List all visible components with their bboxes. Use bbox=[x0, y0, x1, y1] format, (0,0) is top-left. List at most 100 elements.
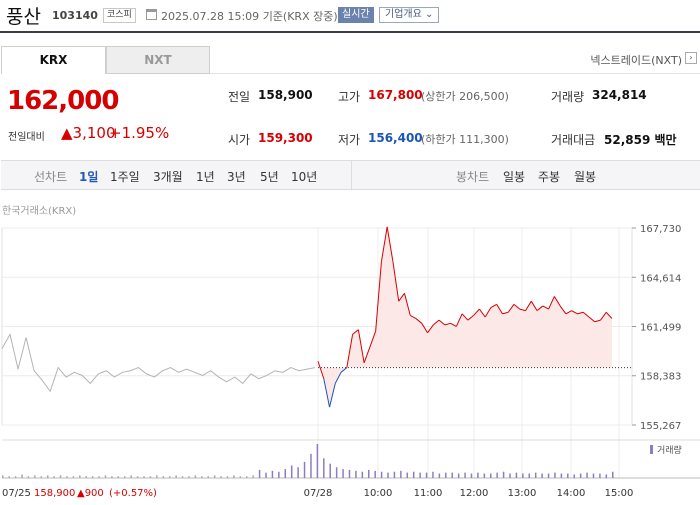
high-label: 고가 bbox=[338, 90, 361, 104]
period-1d[interactable]: 1일 bbox=[79, 170, 99, 184]
volume-bar bbox=[124, 476, 126, 478]
company-info-dropdown[interactable]: 기업개요 ⌄ bbox=[379, 7, 440, 23]
volume-bar bbox=[149, 476, 152, 478]
volume-legend-icon bbox=[650, 445, 653, 454]
candle-daily[interactable]: 일봉 bbox=[503, 170, 526, 184]
volume-bar bbox=[567, 473, 569, 478]
price-segment bbox=[352, 329, 359, 335]
realtime-badge[interactable]: 실시간 bbox=[338, 7, 374, 23]
price-segment bbox=[421, 323, 428, 334]
company-info-label: 기업개요 bbox=[385, 9, 422, 20]
quote-basis: 기준(KRX 장중) bbox=[262, 10, 338, 23]
volume-bar bbox=[194, 475, 197, 478]
price-segment bbox=[513, 303, 521, 310]
amount-value: 52,859 백만 bbox=[604, 133, 677, 147]
price-segment bbox=[502, 311, 509, 315]
volume-bar bbox=[156, 475, 158, 478]
volume-bar bbox=[252, 475, 254, 478]
volume-bar bbox=[246, 476, 248, 478]
x-tick-label: 07/28 bbox=[304, 488, 333, 499]
period-3y[interactable]: 3년 bbox=[227, 170, 246, 184]
volume-bar bbox=[380, 471, 383, 478]
volume-bar bbox=[445, 472, 447, 478]
price-segment bbox=[455, 313, 463, 327]
volume-bar bbox=[239, 476, 242, 478]
volume-bar bbox=[297, 467, 299, 478]
volume-bar bbox=[335, 467, 338, 478]
price-segment bbox=[519, 308, 526, 312]
volume-bar bbox=[412, 471, 415, 478]
volume-bar bbox=[605, 474, 608, 478]
volume-bar bbox=[162, 476, 165, 478]
period-3m[interactable]: 3개월 bbox=[153, 170, 183, 184]
price-segment bbox=[450, 322, 457, 327]
exchange-label: 한국거래소(KRX) bbox=[2, 206, 77, 217]
period-5y[interactable]: 5년 bbox=[260, 170, 279, 184]
price-segment bbox=[415, 318, 423, 324]
price-segment bbox=[386, 226, 394, 262]
volume-bar bbox=[329, 463, 331, 478]
volume-bar bbox=[111, 476, 113, 478]
arrow-right-icon[interactable]: › bbox=[685, 52, 697, 64]
candle-chart-title: 봉차트 bbox=[456, 170, 490, 184]
current-price: 162,000 bbox=[7, 86, 119, 116]
price-segment bbox=[432, 319, 440, 326]
tab-krx[interactable]: KRX bbox=[1, 46, 106, 74]
price-segment bbox=[484, 307, 492, 318]
volume-bar bbox=[53, 476, 55, 478]
volume-bar bbox=[188, 476, 190, 478]
price-segment bbox=[444, 322, 451, 326]
candle-weekly[interactable]: 주봉 bbox=[538, 170, 561, 184]
quote-datetime: 2025.07.28 15:09 bbox=[161, 10, 260, 23]
tab-nxt[interactable]: NXT bbox=[106, 46, 210, 74]
volume-bar bbox=[599, 473, 601, 478]
price-segment bbox=[346, 334, 354, 368]
volume-bar bbox=[265, 472, 267, 478]
volume-bar bbox=[14, 476, 17, 478]
volume-bar bbox=[143, 476, 145, 478]
change-amount: 3,100 bbox=[72, 124, 116, 142]
volume-bar bbox=[66, 476, 68, 478]
upper-limit: (상한가 206,500) bbox=[421, 90, 509, 103]
nextrade-link[interactable]: 넥스트레이드(NXT) bbox=[590, 54, 682, 67]
volume-bar bbox=[323, 458, 325, 478]
volume-bar bbox=[425, 472, 428, 478]
volume-legend-label: 거래량 bbox=[657, 444, 682, 456]
market-badge: 코스피 bbox=[103, 8, 136, 23]
candle-monthly[interactable]: 월봉 bbox=[574, 170, 597, 184]
volume-bar bbox=[509, 473, 511, 478]
volume-bar bbox=[72, 476, 75, 478]
volume-bar bbox=[586, 472, 588, 478]
volume-bar bbox=[457, 473, 460, 478]
volume-bar bbox=[477, 472, 479, 478]
volume-bar bbox=[316, 444, 319, 478]
price-segment bbox=[588, 316, 596, 323]
volume-bar bbox=[201, 476, 203, 478]
x-tick-label: 15:00 bbox=[605, 488, 634, 499]
volume-bar bbox=[258, 469, 261, 478]
volume-bar bbox=[393, 471, 396, 478]
price-segment bbox=[605, 311, 613, 319]
price-segment bbox=[559, 305, 567, 315]
volume-value: 324,814 bbox=[592, 88, 647, 102]
volume-bar bbox=[342, 469, 344, 478]
volume-bar bbox=[34, 475, 36, 478]
y-tick-label: 155,267 bbox=[640, 421, 681, 432]
volume-bar bbox=[348, 469, 351, 478]
volume-bar bbox=[207, 476, 209, 478]
price-segment bbox=[323, 378, 331, 408]
period-10y[interactable]: 10년 bbox=[291, 170, 318, 184]
volume-bar bbox=[213, 475, 216, 478]
price-segment bbox=[507, 304, 515, 313]
volume-bar bbox=[226, 476, 229, 478]
period-1w[interactable]: 1주일 bbox=[110, 170, 140, 184]
period-1y[interactable]: 1년 bbox=[196, 170, 215, 184]
volume-bar bbox=[361, 471, 364, 478]
price-segment bbox=[594, 319, 601, 323]
tab-divider bbox=[210, 73, 700, 74]
prev-value: 158,900 bbox=[258, 88, 313, 102]
low-value: 156,400 bbox=[368, 131, 423, 145]
low-label: 저가 bbox=[338, 133, 361, 147]
volume-bar bbox=[592, 473, 595, 478]
